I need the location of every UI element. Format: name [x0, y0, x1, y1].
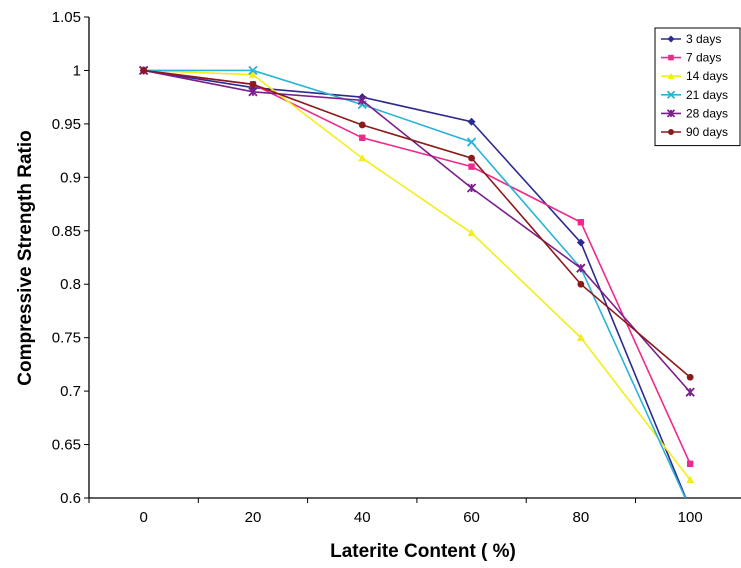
data-point	[467, 228, 476, 237]
data-point	[140, 67, 148, 74]
legend-item: 14 days	[661, 69, 728, 83]
data-point	[685, 387, 695, 397]
legend-item: 3 days	[661, 32, 721, 46]
x-tick-label: 60	[463, 509, 480, 526]
data-point	[466, 137, 477, 147]
data-point	[359, 134, 366, 141]
legend-item: 7 days	[661, 51, 721, 65]
legend-box	[654, 27, 741, 147]
x-tick-label: 0	[139, 509, 147, 526]
axes	[88, 17, 741, 499]
x-axis-title: Laterite Content ( %)	[330, 541, 516, 562]
legend-label: 7 days	[686, 51, 721, 65]
y-tick-label: 0.75	[52, 330, 81, 347]
data-point	[576, 238, 585, 247]
y-tick-label: 1.05	[52, 9, 81, 26]
series-line	[143, 69, 691, 393]
legend-item: 21 days	[661, 88, 728, 102]
y-tick-label: 0.9	[60, 169, 81, 186]
series-line	[143, 69, 691, 378]
series-90-days	[140, 67, 694, 381]
legend: 3 days 7 days 14 days 21 days 28 days 90 days	[654, 27, 741, 147]
legend-label: 14 days	[686, 69, 728, 83]
y-tick-label: 0.95	[52, 116, 81, 133]
series-7-days	[140, 67, 694, 467]
data-point	[248, 65, 258, 76]
data-point	[468, 163, 475, 170]
series-layer	[139, 65, 695, 498]
series-line	[143, 69, 687, 498]
data-point	[686, 475, 695, 484]
y-tick-label: 0.65	[52, 437, 81, 454]
series-14-days	[139, 66, 695, 484]
legend-marker	[668, 54, 674, 61]
data-point	[249, 80, 257, 88]
legend-marker	[667, 35, 675, 43]
data-point	[248, 87, 258, 97]
legend-marker	[666, 90, 676, 99]
ticks: 0.6 0.65 0.7 0.75 0.8 0.85 0.9 0.95 1 1.05 0 20 40 60…	[52, 9, 703, 526]
legend-item: 90 days	[661, 125, 728, 139]
x-tick-label: 80	[573, 509, 590, 526]
series-line	[143, 69, 691, 481]
legend-marker	[668, 129, 674, 135]
y-tick-label: 0.8	[60, 276, 81, 293]
data-point	[248, 70, 257, 78]
data-point	[576, 263, 586, 273]
y-tick-label: 1	[73, 62, 81, 79]
legend-item: 28 days	[661, 106, 728, 120]
series-line	[143, 69, 687, 498]
data-point	[686, 373, 694, 381]
legend-marker	[667, 72, 675, 79]
data-point	[576, 333, 585, 341]
y-axis-title: Compressive Strength Ratio	[15, 130, 36, 386]
data-point	[468, 154, 475, 162]
x-tick-label: 20	[245, 509, 262, 526]
data-point	[358, 154, 367, 162]
y-tick-label: 0.7	[60, 383, 81, 400]
legend-label: 3 days	[686, 32, 721, 46]
data-point	[577, 280, 585, 288]
data-point	[686, 460, 694, 467]
data-point	[466, 183, 477, 193]
legend-label: 21 days	[686, 88, 728, 102]
data-point	[467, 117, 476, 126]
legend-label: 90 days	[686, 125, 728, 139]
legend-marker	[666, 109, 676, 118]
data-point	[357, 95, 367, 106]
legend-label: 28 days	[686, 106, 728, 120]
x-tick-label: 100	[678, 509, 703, 526]
y-tick-label: 0.6	[60, 490, 81, 507]
series-line	[143, 69, 691, 465]
data-point	[358, 121, 366, 129]
x-tick-label: 40	[354, 509, 371, 526]
series-28-days	[139, 65, 695, 397]
data-point	[577, 219, 585, 226]
y-tick-label: 0.85	[52, 223, 81, 240]
